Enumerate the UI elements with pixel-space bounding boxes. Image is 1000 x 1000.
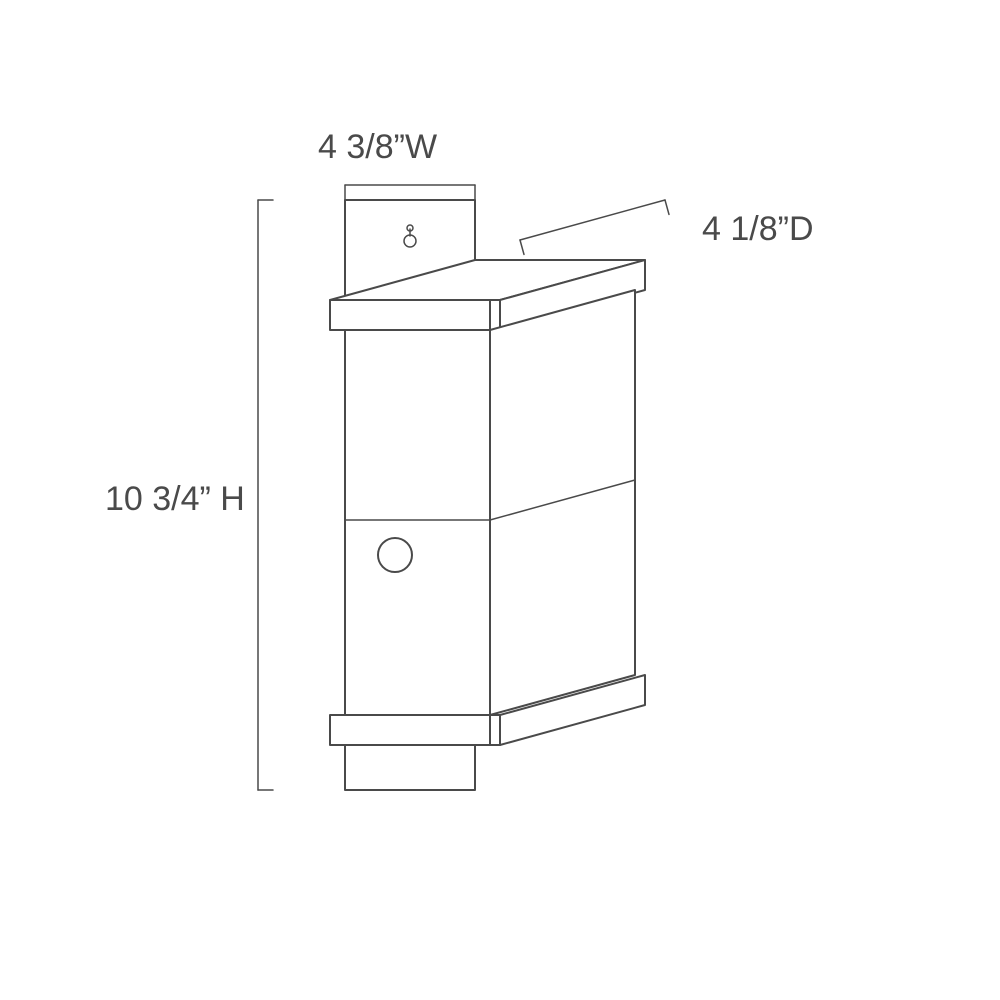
diagram-stage: 4 3/8”W 4 1/8”D 10 3/4” H	[0, 0, 1000, 1000]
dimension-height-label: 10 3/4” H	[105, 480, 245, 519]
dimension-depth-label: 4 1/8”D	[702, 210, 814, 249]
dimension-width-label: 4 3/8”W	[318, 128, 437, 167]
